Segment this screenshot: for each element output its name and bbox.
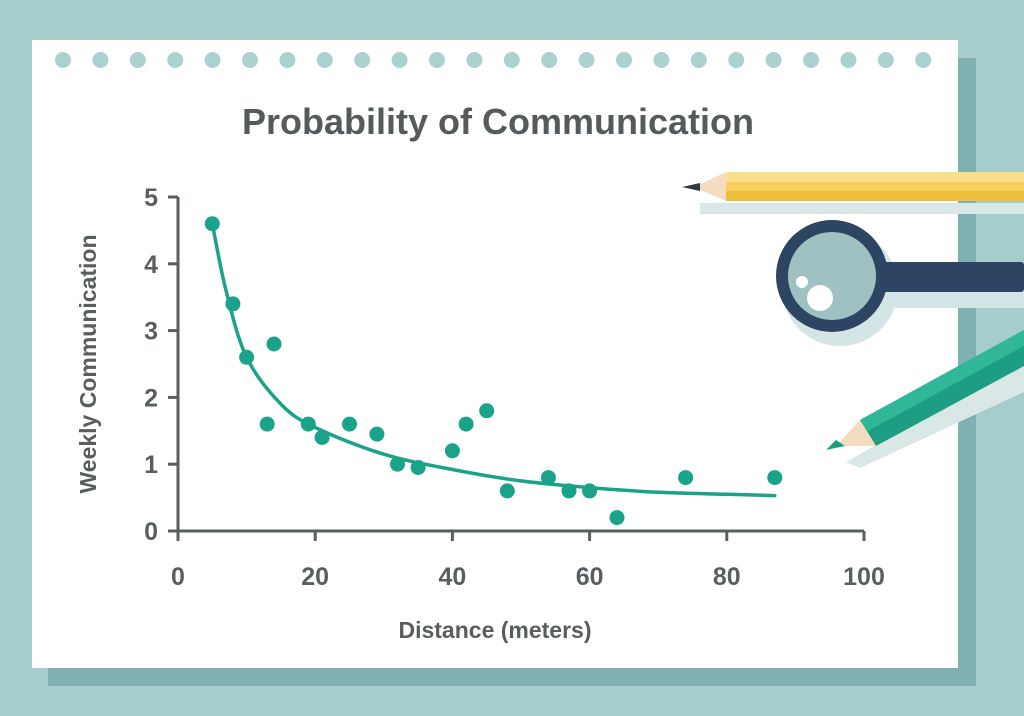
- binding-dot: [653, 52, 670, 68]
- data-point: [479, 403, 495, 419]
- paper-sheet: [32, 40, 958, 668]
- data-point: [369, 426, 385, 442]
- binding-dot: [690, 52, 707, 68]
- data-point: [458, 416, 474, 432]
- data-point: [342, 416, 357, 432]
- binding-dot: [765, 52, 782, 68]
- binding-dot: [840, 52, 857, 68]
- data-point: [499, 483, 515, 499]
- binding-dot: [541, 52, 558, 68]
- data-point: [259, 416, 275, 432]
- binding-dot: [316, 52, 333, 68]
- binding-dot: [877, 52, 894, 68]
- data-point: [239, 349, 255, 365]
- x-tick-label: 0: [171, 563, 185, 591]
- data-point: [390, 456, 405, 472]
- binding-dot: [578, 52, 595, 68]
- binding-dot: [55, 52, 71, 68]
- binding-dot: [728, 52, 745, 68]
- binding-dot: [242, 52, 258, 68]
- x-tick-label: 40: [438, 563, 466, 591]
- binding-dot: [503, 52, 520, 68]
- x-tick-label: 60: [576, 563, 604, 591]
- binding-dot: [167, 52, 184, 68]
- x-axis-label: Distance (meters): [398, 617, 591, 643]
- y-axis-label: Weekly Communication: [75, 234, 101, 493]
- x-axis-ticks: 0 20 40 60 80 100: [171, 531, 885, 591]
- axes: [176, 197, 864, 533]
- y-tick-label: 3: [144, 318, 158, 346]
- binding-dot: [429, 52, 445, 68]
- binding-dot: [803, 52, 819, 68]
- binding-dot: [616, 52, 632, 68]
- binding-dots: [55, 52, 932, 68]
- binding-dot: [354, 52, 371, 68]
- binding-dot: [204, 52, 221, 68]
- data-point: [582, 483, 598, 499]
- y-tick-label: 2: [144, 384, 158, 412]
- data-point: [444, 443, 460, 459]
- x-tick-label: 100: [843, 563, 885, 591]
- binding-dot: [129, 52, 146, 68]
- binding-dot: [391, 52, 408, 68]
- y-tick-label: 1: [144, 451, 158, 479]
- y-tick-label: 4: [144, 251, 158, 279]
- chart-title: Probability of Communication: [242, 101, 754, 142]
- green-pencil-icon: [826, 330, 1024, 468]
- data-point: [767, 470, 783, 486]
- binding-dot: [279, 52, 296, 68]
- data-point: [609, 510, 625, 526]
- data-point: [300, 416, 316, 432]
- data-point: [410, 460, 426, 475]
- binding-dot: [466, 52, 483, 68]
- binding-dot: [92, 52, 109, 68]
- data-point: [678, 470, 694, 486]
- data-points: [204, 216, 783, 526]
- pencil-icon: [682, 172, 1024, 214]
- binding-dot: [915, 52, 932, 68]
- x-tick-label: 80: [713, 563, 741, 591]
- y-tick-label: 5: [144, 184, 158, 212]
- data-point: [266, 336, 282, 352]
- data-point: [314, 430, 330, 445]
- y-tick-label: 0: [144, 518, 158, 546]
- data-point: [540, 470, 556, 486]
- magnifying-glass-icon: [776, 220, 1024, 346]
- data-point: [204, 216, 220, 232]
- data-point: [225, 296, 241, 312]
- y-axis-ticks: 0 1 2 3 4 5: [144, 184, 178, 546]
- x-tick-label: 20: [301, 563, 329, 591]
- data-point: [561, 483, 577, 499]
